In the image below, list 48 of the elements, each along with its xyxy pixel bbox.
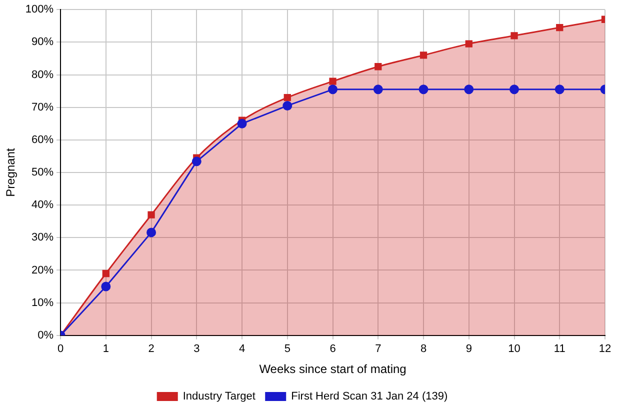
y-tick-label: 40% — [32, 199, 54, 212]
point — [282, 100, 292, 110]
x-axis-title: Weeks since start of mating — [259, 362, 406, 376]
point — [374, 63, 382, 70]
point — [554, 84, 564, 94]
point — [237, 118, 247, 128]
y-tick-label: 90% — [32, 36, 54, 48]
point — [146, 228, 156, 238]
y-tick-label: 30% — [32, 232, 54, 244]
x-tick-label: 6 — [330, 343, 336, 356]
point — [102, 270, 110, 278]
point — [418, 84, 428, 94]
x-tick-label: 7 — [375, 343, 382, 356]
point — [464, 84, 474, 94]
point — [465, 40, 472, 48]
x-tick-label: 12 — [598, 343, 612, 356]
point — [329, 78, 336, 85]
x-tick-label: 0 — [57, 343, 64, 356]
point — [510, 32, 518, 40]
y-tick-label: 50% — [32, 166, 54, 179]
x-tick-label: 2 — [148, 343, 154, 356]
x-tick-label: 5 — [284, 343, 290, 356]
point — [510, 84, 520, 94]
x-tick-label: 11 — [554, 343, 566, 356]
legend-label: Industry Target — [182, 390, 256, 403]
x-tick-label: 4 — [238, 343, 246, 356]
x-tick-label: 8 — [420, 343, 427, 356]
y-tick-label: 60% — [32, 134, 54, 146]
point — [556, 24, 564, 32]
y-axis-title: Pregnant — [4, 147, 18, 197]
y-tick-label: 100% — [25, 4, 54, 16]
y-tick-label: 10% — [32, 296, 54, 309]
y-tick-label: 80% — [32, 68, 54, 81]
point — [420, 52, 428, 59]
x-tick-label: 1 — [102, 343, 109, 356]
y-tick-label: 20% — [32, 264, 54, 276]
x-tick-label: 10 — [508, 343, 520, 356]
point — [192, 156, 202, 166]
y-tick-label: 70% — [32, 101, 54, 114]
x-tick-label: 3 — [194, 343, 200, 356]
point — [101, 282, 111, 292]
point — [148, 211, 155, 218]
point — [373, 84, 383, 94]
legend-label: First Herd Scan 31 Jan 24 (139) — [291, 390, 448, 403]
point — [284, 94, 291, 102]
point — [328, 84, 338, 94]
x-tick-label: 9 — [466, 343, 472, 356]
y-tick-label: 0% — [38, 329, 54, 342]
